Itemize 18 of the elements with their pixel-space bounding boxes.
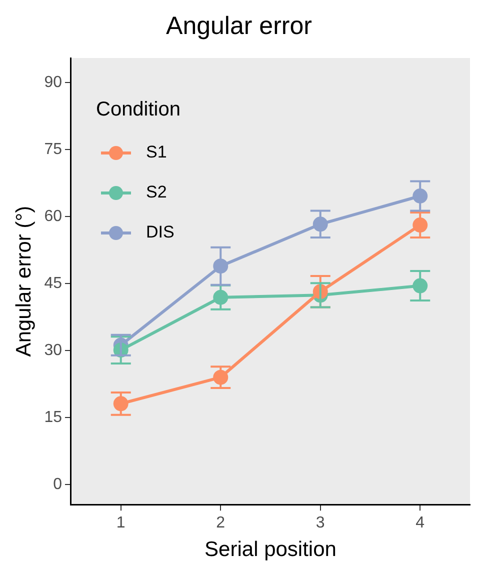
x-axis-title: Serial position: [204, 538, 336, 562]
x-tick-label: 4: [416, 514, 425, 532]
y-tick-label: 30: [44, 342, 62, 359]
y-tick-label: 75: [44, 140, 62, 158]
x-tick-label: 3: [316, 514, 325, 532]
y-tick-label: 45: [44, 274, 62, 292]
legend-label: S2: [146, 182, 167, 202]
y-tick-label: 90: [44, 74, 62, 91]
legend-label: S1: [146, 142, 167, 162]
x-tick-label: 1: [116, 514, 126, 532]
y-axis-title: Angular error (°): [12, 206, 36, 357]
y-tick-label: 15: [44, 408, 62, 426]
x-tick-label: 2: [216, 514, 226, 532]
y-tick-label: 0: [53, 476, 62, 493]
legend-label: DIS: [146, 222, 174, 242]
chart-title: Angular error: [166, 12, 312, 40]
y-tick-label: 60: [44, 208, 62, 225]
legend-title: Condition: [96, 98, 181, 121]
